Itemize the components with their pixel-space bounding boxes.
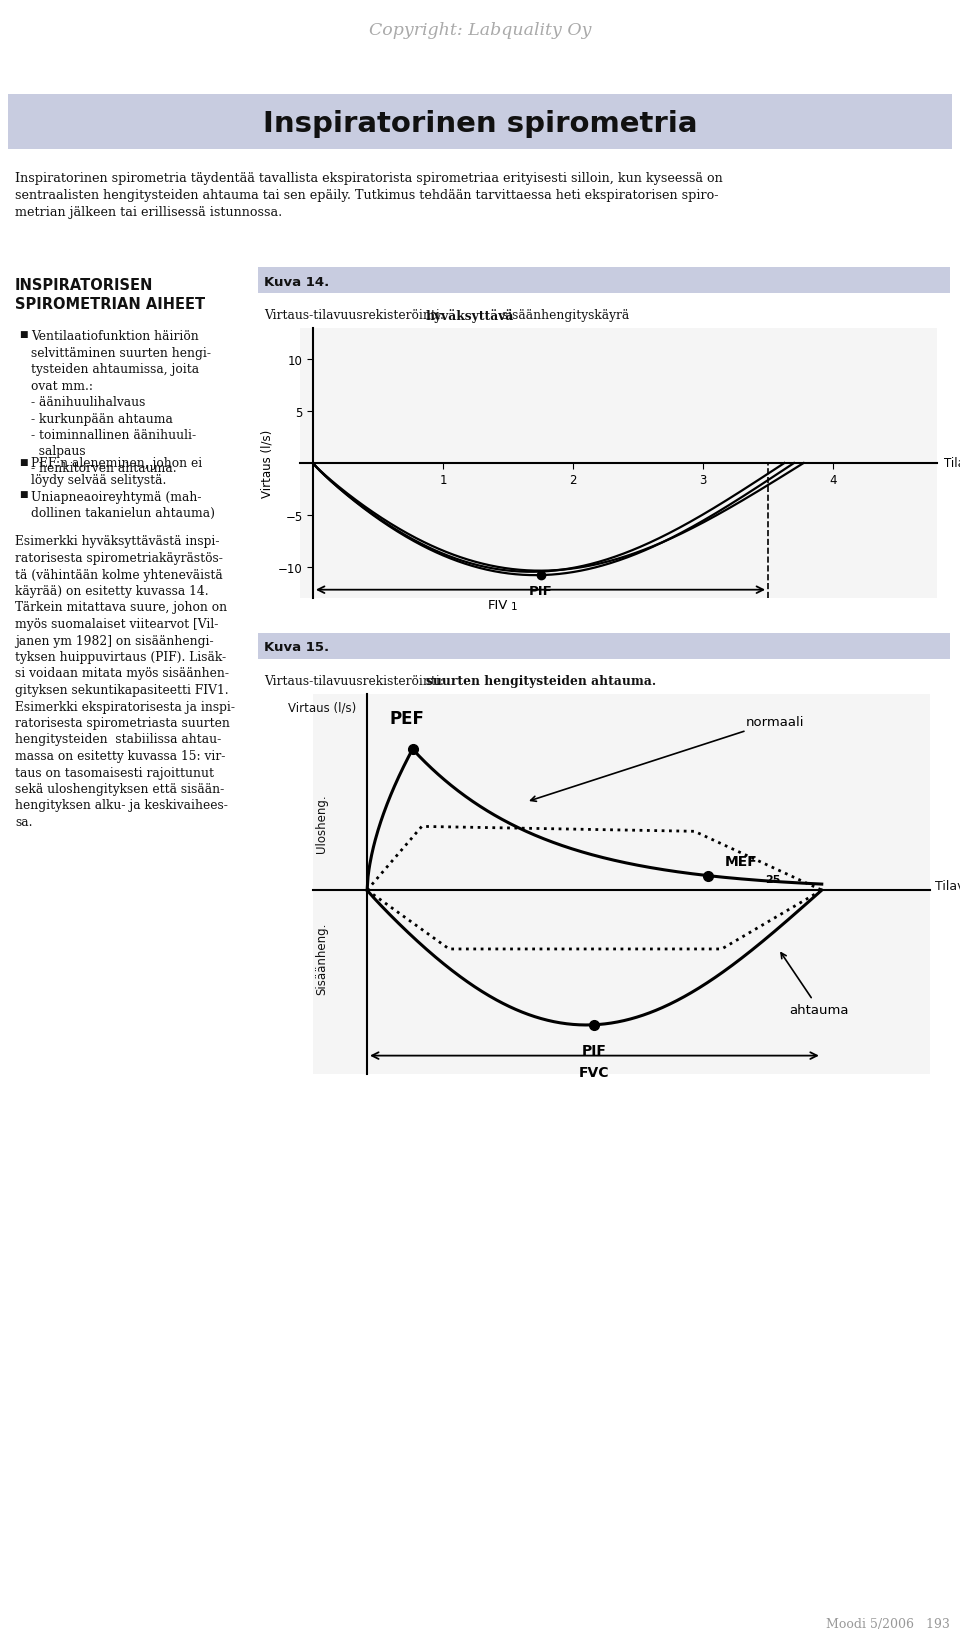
Text: Kuva 14.: Kuva 14. xyxy=(264,276,329,289)
Text: Ventilaatiofunktion häiriön
selvittäminen suurten hengi-
tysteiden ahtaumissa, j: Ventilaatiofunktion häiriön selvittämine… xyxy=(31,330,211,475)
Text: sisäänhengityskäyrä: sisäänhengityskäyrä xyxy=(498,308,629,322)
Text: Uniapneaoireyhtymä (mah-
dollinen takanielun ahtauma): Uniapneaoireyhtymä (mah- dollinen takani… xyxy=(31,490,215,519)
Text: Tilavuus (l): Tilavuus (l) xyxy=(935,880,960,893)
Text: ■: ■ xyxy=(19,457,28,467)
Text: Moodi 5/2006   193: Moodi 5/2006 193 xyxy=(827,1617,950,1630)
Text: PIF: PIF xyxy=(529,586,552,599)
Text: ■: ■ xyxy=(19,490,28,499)
Bar xyxy=(258,268,950,294)
Text: Virtaus (l/s): Virtaus (l/s) xyxy=(288,700,356,713)
Y-axis label: Virtaus (l/s): Virtaus (l/s) xyxy=(261,429,274,498)
Text: Virtaus-tilavuusrekisteröinti:: Virtaus-tilavuusrekisteröinti: xyxy=(264,308,448,322)
Bar xyxy=(258,633,950,659)
Text: Inspiratorinen spirometria: Inspiratorinen spirometria xyxy=(263,111,697,139)
Text: INSPIRATORISEN
SPIROMETRIAN AIHEET: INSPIRATORISEN SPIROMETRIAN AIHEET xyxy=(15,277,205,312)
Text: MEF: MEF xyxy=(725,855,757,868)
Text: Ulosheng.: Ulosheng. xyxy=(315,793,328,852)
Text: Sisäänheng.: Sisäänheng. xyxy=(315,922,328,994)
Text: Kuva 15.: Kuva 15. xyxy=(264,641,329,654)
Text: Inspiratorinen spirometria täydentää tavallista ekspiratorista spirometriaa erit: Inspiratorinen spirometria täydentää tav… xyxy=(15,171,723,219)
Text: FVC: FVC xyxy=(579,1066,610,1080)
Text: FIV: FIV xyxy=(488,599,508,612)
Text: 25: 25 xyxy=(765,875,780,885)
Text: ■: ■ xyxy=(19,330,28,339)
Text: ahtauma: ahtauma xyxy=(781,953,849,1017)
Text: Tilavuus (l): Tilavuus (l) xyxy=(944,457,960,470)
Bar xyxy=(8,95,952,150)
Text: normaali: normaali xyxy=(531,715,804,801)
Text: Copyright: Labquality Oy: Copyright: Labquality Oy xyxy=(369,21,591,39)
Text: Esimerkki hyväksyttävästä inspi-
ratorisesta spirometriakäyrästös-
tä (vähintään: Esimerkki hyväksyttävästä inspi- ratoris… xyxy=(15,535,235,829)
Text: PIF: PIF xyxy=(582,1044,607,1058)
Text: hyväksyttävä: hyväksyttävä xyxy=(426,308,515,323)
Text: Virtaus-tilavuusrekisteröinti:: Virtaus-tilavuusrekisteröinti: xyxy=(264,674,448,687)
Text: PEF:n aleneminen, johon ei
löydy selvää selitystä.: PEF:n aleneminen, johon ei löydy selvää … xyxy=(31,457,203,486)
Text: PEF: PEF xyxy=(390,710,424,728)
Text: suurten hengitysteiden ahtauma.: suurten hengitysteiden ahtauma. xyxy=(426,674,656,687)
Text: 1: 1 xyxy=(511,602,517,612)
